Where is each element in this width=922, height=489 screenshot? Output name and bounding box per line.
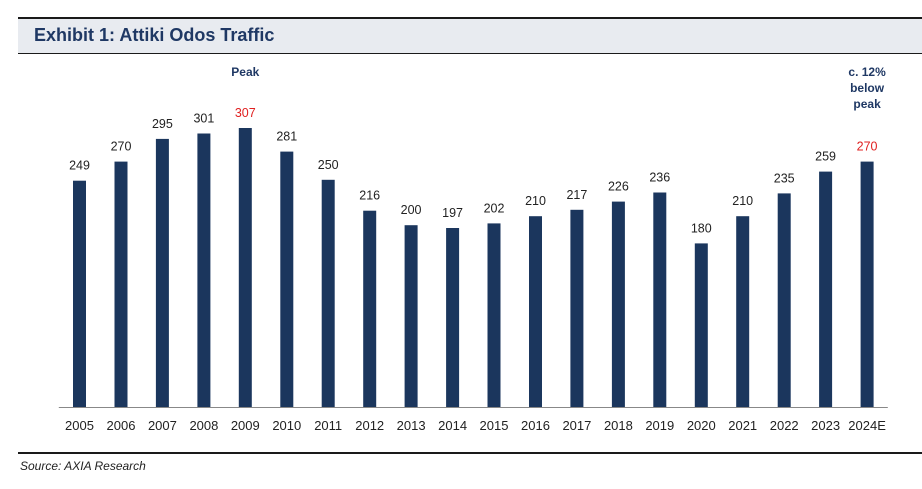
tick-label-2014: 2014	[438, 418, 467, 433]
value-label-2011: 250	[318, 158, 339, 172]
tick-label-2016: 2016	[521, 418, 550, 433]
bar-2008	[197, 133, 211, 407]
value-label-2006: 270	[111, 140, 132, 154]
tick-label-2013: 2013	[397, 418, 426, 433]
bar-2022	[777, 193, 791, 407]
tick-label-2017: 2017	[562, 418, 591, 433]
value-labels-group: 249 270 295 301 307 281 250 216 200 197 202 210 217 2…	[69, 106, 878, 235]
annotation-2024E-line-1: below	[850, 81, 885, 95]
tick-label-2021: 2021	[728, 418, 757, 433]
bar-2019	[653, 192, 667, 407]
tick-label-2012: 2012	[355, 418, 384, 433]
value-label-2009: 307	[235, 106, 256, 120]
tick-label-2023: 2023	[811, 418, 840, 433]
tick-label-2010: 2010	[272, 418, 301, 433]
tick-label-2015: 2015	[480, 418, 509, 433]
bars-group	[73, 128, 874, 407]
value-label-2014: 197	[442, 206, 463, 220]
value-label-2010: 281	[276, 130, 297, 144]
bar-2013	[404, 225, 418, 407]
title-rule	[18, 53, 922, 54]
bar-2014	[446, 228, 460, 407]
bar-2020	[694, 243, 708, 407]
bar-2009	[238, 128, 252, 407]
bar-2005	[73, 180, 86, 407]
source-note: Source: AXIA Research	[20, 459, 146, 473]
tick-labels-group: 2005 2006 2007 2008 2009 2010 2011 2012 2013 2014…	[65, 418, 886, 433]
bottom-rule	[18, 452, 922, 454]
value-label-2019: 236	[649, 171, 670, 185]
chart-title: Exhibit 1: Attiki Odos Traffic	[34, 25, 275, 45]
value-label-2022: 235	[774, 171, 795, 185]
tick-label-2008: 2008	[189, 418, 218, 433]
value-label-2023: 259	[815, 150, 836, 164]
value-label-2013: 200	[401, 203, 422, 217]
tick-label-2018: 2018	[604, 418, 633, 433]
bar-2010	[280, 151, 294, 407]
value-label-2016: 210	[525, 194, 546, 208]
value-label-2012: 216	[359, 189, 380, 203]
bar-2024E	[860, 161, 874, 407]
value-label-2007: 295	[152, 117, 173, 131]
bar-2012	[363, 210, 377, 407]
value-label-2021: 210	[732, 194, 753, 208]
tick-label-2011: 2011	[314, 418, 342, 433]
annotation-2024E-line-2: peak	[853, 97, 881, 111]
tick-label-2024E: 2024E	[848, 418, 886, 433]
bar-2021	[736, 216, 750, 407]
tick-label-2007: 2007	[148, 418, 177, 433]
value-label-2017: 217	[566, 188, 587, 202]
bar-2015	[487, 223, 501, 407]
top-rule	[18, 17, 922, 19]
value-label-2008: 301	[193, 112, 214, 126]
value-label-2018: 226	[608, 180, 629, 194]
tick-label-2019: 2019	[645, 418, 674, 433]
tick-label-2006: 2006	[107, 418, 136, 433]
bar-2023	[819, 171, 833, 407]
tick-label-2005: 2005	[65, 418, 94, 433]
annotation-2024E-line-0: c. 12%	[848, 65, 886, 79]
bar-2007	[155, 138, 169, 407]
tick-label-2020: 2020	[687, 418, 716, 433]
tick-label-2009: 2009	[231, 418, 260, 433]
value-label-2015: 202	[484, 201, 505, 215]
header-band	[18, 19, 922, 53]
annotations-group: Peak c. 12% below peak	[231, 65, 886, 111]
bar-2017	[570, 209, 584, 407]
bar-2006	[114, 161, 128, 407]
bar-2018	[611, 201, 625, 407]
value-label-2005: 249	[69, 159, 90, 173]
annotation-2009-line-0: Peak	[231, 65, 259, 79]
bar-2016	[529, 216, 542, 407]
value-label-2024E: 270	[857, 140, 878, 154]
value-label-2020: 180	[691, 221, 712, 235]
tick-label-2022: 2022	[770, 418, 799, 433]
bar-2011	[321, 179, 335, 407]
